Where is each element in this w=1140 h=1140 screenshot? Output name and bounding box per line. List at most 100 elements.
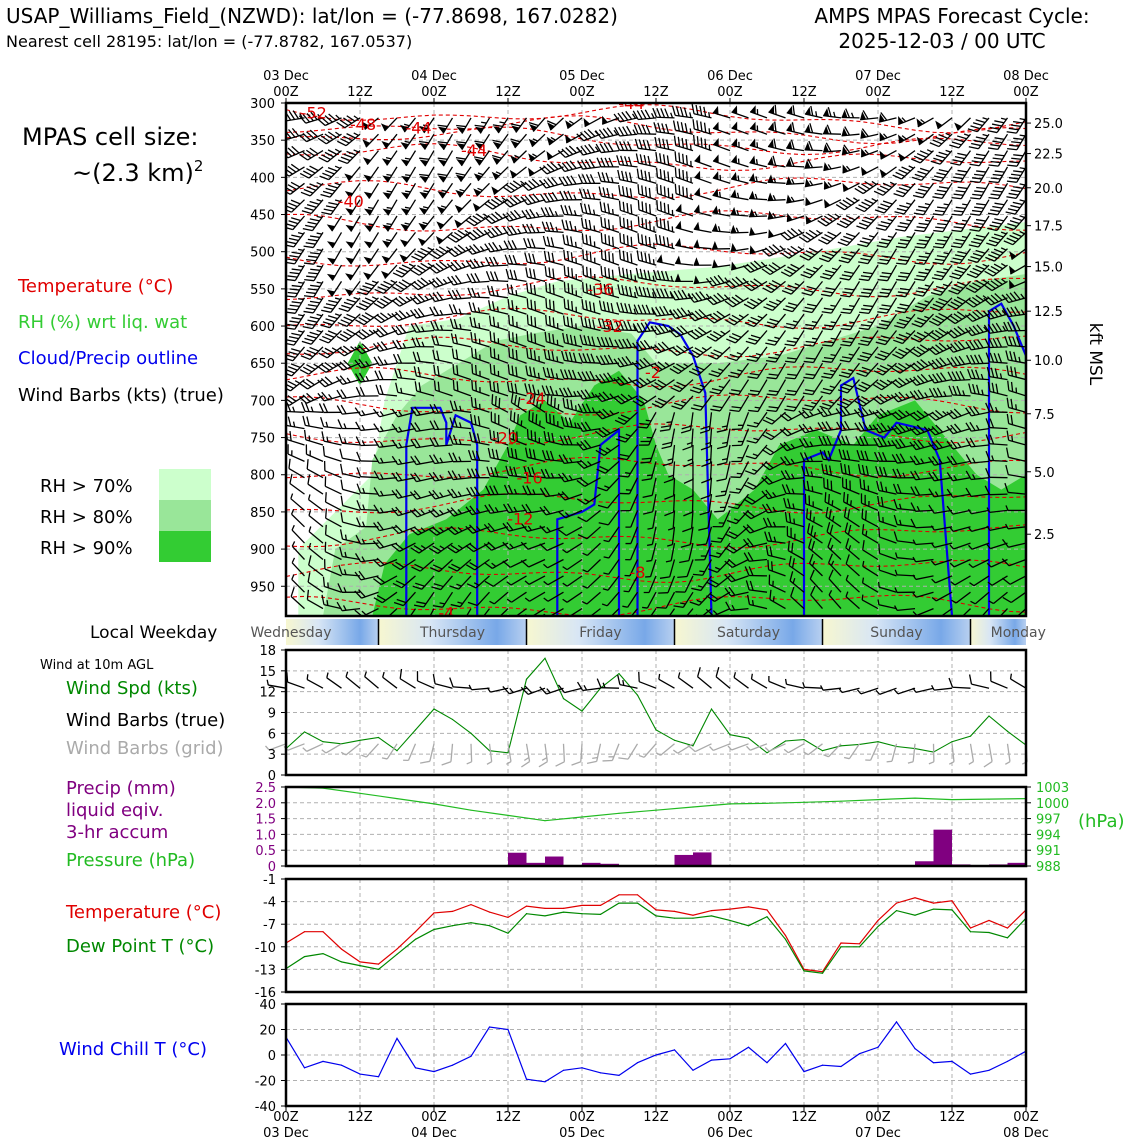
wind-barb [577, 174, 601, 185]
barb-flag [659, 218, 662, 229]
barb-flag [472, 302, 477, 313]
barb-shaft [508, 248, 527, 251]
barb-flag [637, 124, 643, 135]
barb-flag [659, 185, 662, 195]
barb-flag [618, 200, 622, 211]
barb-flag [877, 295, 888, 298]
barb-flag [469, 245, 477, 254]
barb-flag [968, 284, 979, 291]
wind-barb [933, 215, 953, 233]
barb-half-flag [292, 406, 296, 413]
barb-half-flag [371, 280, 378, 284]
barb-flag [685, 155, 688, 166]
barb-half-flag [592, 209, 596, 215]
barb-pennant [713, 137, 719, 147]
wind-barb [966, 263, 990, 279]
barb-shaft [847, 248, 861, 264]
wind-barb [914, 215, 935, 233]
wind-barb [400, 150, 417, 167]
barb-pennant [823, 162, 830, 171]
barb-flag [589, 284, 592, 295]
barb-half-flag [738, 141, 740, 148]
barb-shaft [563, 395, 583, 398]
wind-barb [1004, 215, 1026, 231]
wind-barb [895, 215, 916, 232]
barb-flag [268, 418, 273, 427]
barb-flag [635, 153, 640, 164]
barb-shaft [657, 209, 675, 217]
barb-flag [305, 242, 316, 245]
barb-flag [398, 267, 409, 273]
barb-half-flag [440, 205, 447, 209]
barb-shaft [979, 182, 990, 200]
barb-shaft [638, 147, 657, 152]
barb-flag [840, 238, 851, 244]
wind-barb [317, 376, 342, 388]
barb-half-flag [816, 229, 822, 235]
barb-flag [582, 188, 588, 199]
wind-barb [911, 149, 934, 164]
wind-barb [356, 280, 379, 296]
barb-flag [619, 216, 622, 227]
barb-flag [771, 279, 782, 286]
barb-half-flag [689, 128, 692, 134]
barb-half-flag [794, 282, 801, 287]
barb-flag [1007, 208, 1018, 212]
barb-flag [298, 134, 308, 143]
barb-flag [974, 173, 984, 177]
barb-pennant [841, 146, 848, 155]
barb-shaft [311, 215, 324, 231]
wind-barbs-true-label: Wind Barbs (true) [66, 710, 225, 731]
barb-flag [843, 144, 851, 154]
wind-barb [724, 276, 749, 290]
barb-pennant [454, 204, 463, 213]
barb-flag [951, 287, 961, 292]
barb-flag [638, 286, 643, 297]
barb-flag [985, 256, 995, 262]
barb-flag [465, 233, 474, 241]
barb-pennant [675, 273, 681, 282]
barb-shaft [731, 111, 749, 119]
wind-barb [694, 170, 712, 184]
barb-pennant [438, 159, 447, 167]
barb-flag [322, 172, 332, 178]
wind-barb [382, 215, 398, 232]
barb-half-flag [298, 298, 304, 301]
barb-flag [1011, 141, 1022, 144]
wind-barb [877, 297, 898, 314]
barb-pennant [694, 204, 700, 213]
barb-shaft [601, 258, 620, 266]
wind-barb [730, 206, 749, 217]
barb-flag [305, 291, 316, 295]
barb-flag [324, 151, 335, 158]
barb-half-flag [532, 153, 538, 158]
barb-flag [633, 124, 639, 134]
wind-barb [303, 297, 324, 314]
barb-pennant [823, 143, 830, 153]
barb-flag [897, 242, 908, 246]
barb-flag [951, 196, 962, 200]
barb-flag [918, 205, 929, 209]
barb-flag [317, 118, 326, 126]
barb-shaft [526, 231, 546, 234]
barb-flag [302, 170, 313, 177]
wind-barb [474, 133, 491, 150]
wind-barb [929, 132, 953, 148]
wind-barb [410, 262, 435, 276]
barb-flag [878, 224, 889, 228]
wind-barb [363, 264, 380, 280]
barb-flag [972, 282, 982, 289]
barb-shaft [350, 232, 361, 249]
barb-flag [827, 106, 832, 117]
barb-shaft [324, 117, 342, 127]
barb-flag [971, 209, 982, 213]
wind-barb [579, 202, 601, 217]
wind-barb [465, 213, 490, 227]
barb-shaft [286, 424, 305, 430]
barb-flag [768, 282, 778, 289]
wind-barb [637, 216, 657, 234]
barb-half-flag [404, 157, 411, 160]
barb-flag [562, 234, 566, 245]
barb-flag [450, 248, 459, 256]
barb-shaft [997, 182, 1009, 200]
